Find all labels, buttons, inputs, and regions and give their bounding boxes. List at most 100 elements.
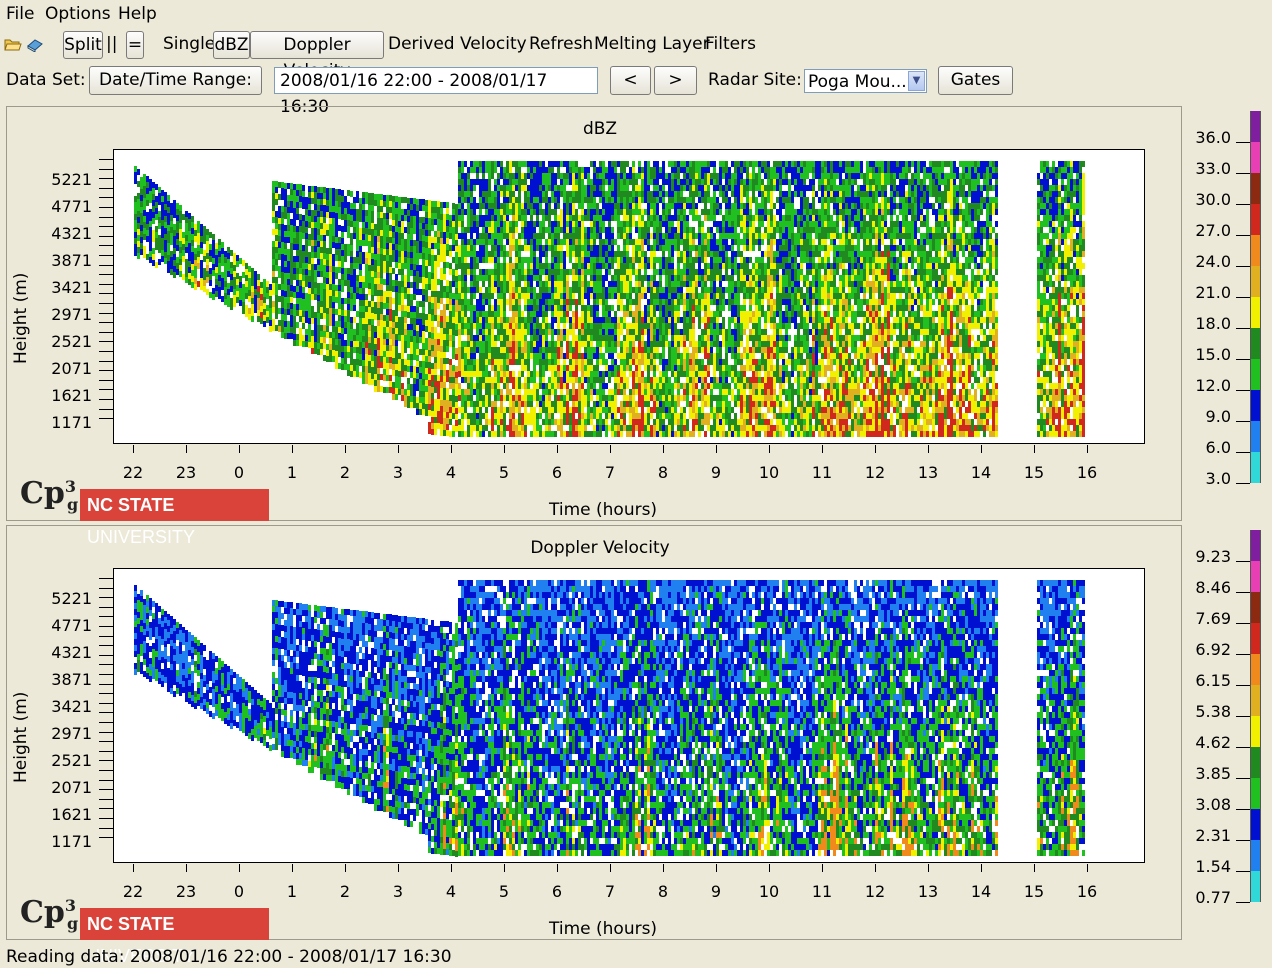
- y-tick-mark: [99, 312, 113, 314]
- y-tick-mark: [99, 370, 113, 372]
- y-tick-label: 3421: [32, 278, 92, 297]
- y-tick-label: 3871: [32, 670, 92, 689]
- x-tick-mark: [557, 445, 558, 453]
- datetime-range-field[interactable]: 2008/01/16 22:00 - 2008/01/17 16:30: [274, 67, 598, 117]
- x-tick-mark: [663, 445, 664, 453]
- colorbar-swatch: [1250, 623, 1261, 654]
- derived-velocity-button[interactable]: Derived Velocity: [388, 31, 527, 57]
- y-tick-mark: [99, 159, 113, 160]
- x-tick-mark: [451, 445, 452, 453]
- prev-button[interactable]: <: [610, 66, 651, 95]
- x-tick-mark: [1087, 445, 1088, 453]
- y-tick-mark: [99, 808, 113, 810]
- x-tick-label: 5: [489, 882, 519, 901]
- menu-file[interactable]: File: [6, 4, 34, 24]
- colorbar-label: 12.0: [1179, 376, 1231, 395]
- colorbar-label: 8.46: [1179, 578, 1231, 597]
- colorbar-tick: [1236, 778, 1250, 779]
- y-tick-label: 4771: [32, 197, 92, 216]
- y-tick-mark: [99, 197, 113, 199]
- radar-site-select[interactable]: Poga Mou... ▼: [804, 69, 927, 93]
- x-tick-label: 16: [1072, 882, 1102, 901]
- colorbar-label: 27.0: [1179, 221, 1231, 240]
- dbz-button[interactable]: dBZ: [213, 31, 250, 59]
- y-tick-mark: [99, 341, 113, 343]
- parallel-button[interactable]: ||: [106, 31, 124, 57]
- datetime-range-button[interactable]: Date/Time Range:: [89, 66, 262, 95]
- y-tick-label: 1171: [32, 832, 92, 851]
- colorbar-swatch: [1250, 359, 1261, 390]
- colorbar-label: 3.0: [1179, 469, 1231, 488]
- ncsu-logo: NC STATE UNIVERSITY: [80, 489, 269, 547]
- y-tick-mark: [99, 235, 113, 237]
- menu-options[interactable]: Options: [45, 4, 111, 24]
- x-tick-mark: [398, 864, 399, 872]
- colorbar-tick: [1236, 266, 1250, 267]
- radar-site-label: Radar Site:: [708, 67, 802, 93]
- chevron-down-icon[interactable]: ▼: [908, 71, 925, 91]
- melting-layer-button[interactable]: Melting Layer: [594, 31, 710, 57]
- y-tick-label: 1621: [32, 805, 92, 824]
- x-tick-mark: [504, 864, 505, 872]
- single-button[interactable]: Single: [163, 31, 215, 57]
- x-tick-mark: [981, 864, 982, 872]
- open-folder-icon[interactable]: [4, 36, 22, 52]
- y-tick-mark: [99, 274, 113, 276]
- x-tick-label: 13: [913, 882, 943, 901]
- filters-button[interactable]: Filters: [705, 31, 756, 57]
- y-tick-mark: [99, 389, 113, 391]
- doppler-x-axis-title: Time (hours): [549, 919, 657, 939]
- x-tick-label: 12: [860, 882, 890, 901]
- menu-help[interactable]: Help: [118, 4, 157, 24]
- x-tick-mark: [345, 864, 346, 872]
- doppler-plot-area[interactable]: [113, 568, 1145, 863]
- colorbar-label: 6.92: [1179, 640, 1231, 659]
- colorbar-tick: [1236, 359, 1250, 360]
- y-tick-label: 2971: [32, 724, 92, 743]
- gates-button[interactable]: Gates: [938, 66, 1013, 95]
- x-tick-mark: [398, 445, 399, 453]
- colorbar-swatch: [1250, 111, 1261, 142]
- doppler-velocity-button[interactable]: Doppler Velocity: [250, 31, 384, 81]
- y-tick-label: 4321: [32, 224, 92, 243]
- y-tick-mark: [99, 264, 113, 266]
- x-tick-label: 16: [1072, 463, 1102, 482]
- colorbar-label: 18.0: [1179, 314, 1231, 333]
- colorbar-swatch: [1250, 747, 1261, 778]
- book-icon[interactable]: [26, 36, 44, 52]
- x-tick-label: 9: [701, 463, 731, 482]
- colorbar-swatch: [1250, 592, 1261, 623]
- colorbar-tick: [1236, 235, 1250, 236]
- equal-button[interactable]: =: [126, 31, 144, 59]
- dbz-plot-title: dBZ: [570, 119, 630, 139]
- y-tick-mark: [99, 827, 113, 829]
- colorbar-swatch: [1250, 235, 1261, 266]
- y-tick-mark: [99, 760, 113, 762]
- y-tick-label: 2971: [32, 305, 92, 324]
- cp3-logo: Cp3g: [20, 476, 78, 514]
- dbz-plot-area[interactable]: [113, 149, 1145, 444]
- x-tick-mark: [875, 445, 876, 453]
- next-button[interactable]: >: [654, 66, 697, 95]
- x-tick-label: 14: [966, 463, 996, 482]
- x-tick-label: 14: [966, 882, 996, 901]
- colorbar-label: 36.0: [1179, 128, 1231, 147]
- y-tick-mark: [99, 606, 113, 608]
- colorbar-tick: [1236, 623, 1250, 624]
- refresh-button[interactable]: Refresh: [529, 31, 593, 57]
- split-button[interactable]: Split: [63, 31, 103, 59]
- colorbar-tick: [1236, 654, 1250, 655]
- colorbar-tick: [1236, 390, 1250, 391]
- colorbar-tick: [1236, 173, 1250, 174]
- y-tick-mark: [99, 750, 113, 752]
- x-tick-label: 5: [489, 463, 519, 482]
- colorbar-swatch: [1250, 173, 1261, 204]
- y-tick-mark: [99, 789, 113, 791]
- x-tick-label: 15: [1019, 463, 1049, 482]
- y-tick-label: 3871: [32, 251, 92, 270]
- colorbar-label: 2.31: [1179, 826, 1231, 845]
- x-tick-mark: [292, 864, 293, 872]
- y-tick-mark: [99, 779, 113, 781]
- y-tick-mark: [99, 674, 113, 675]
- colorbar-swatch: [1250, 204, 1261, 235]
